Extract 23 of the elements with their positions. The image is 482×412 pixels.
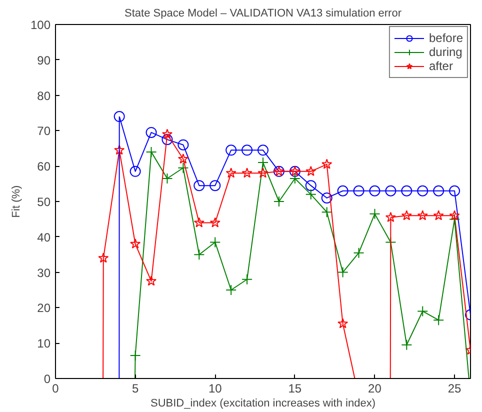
x-tick-label: 15 xyxy=(288,382,302,396)
y-tick-label: 0 xyxy=(44,372,51,386)
legend-label: before xyxy=(428,31,463,45)
y-axis-title: Fit (%) xyxy=(10,185,22,218)
legend-label: after xyxy=(428,59,453,73)
y-tick-label: 10 xyxy=(37,336,51,351)
x-tick-label: 20 xyxy=(368,382,382,396)
y-tick-label: 80 xyxy=(37,88,51,103)
x-axis-title: SUBID_index (excitation increases with index) xyxy=(150,398,376,410)
x-tick-label: 10 xyxy=(208,382,222,396)
y-tick-label: 20 xyxy=(37,301,51,316)
legend-label: during xyxy=(428,45,462,59)
y-tick-label: 90 xyxy=(37,53,51,68)
x-tick-label: 0 xyxy=(52,382,60,396)
y-tick-label: 60 xyxy=(37,160,51,174)
y-tick-label: 70 xyxy=(37,124,51,138)
x-tick-label: 25 xyxy=(448,382,462,396)
y-tick-label: 100 xyxy=(30,18,51,32)
y-tick-label: 30 xyxy=(37,266,51,280)
x-tick-label: 5 xyxy=(132,382,139,396)
chart-title: State Space Model – VALIDATION VA13 simulation error xyxy=(124,8,402,20)
y-tick-label: 50 xyxy=(37,195,51,209)
y-tick-label: 40 xyxy=(37,230,51,244)
